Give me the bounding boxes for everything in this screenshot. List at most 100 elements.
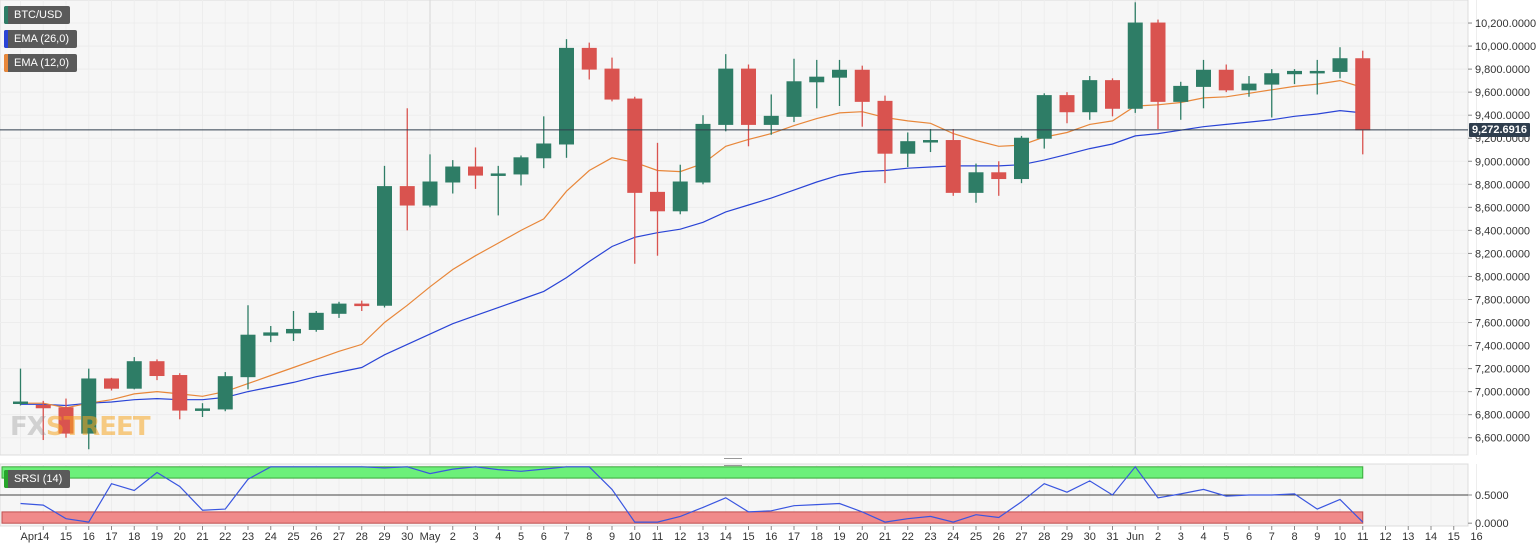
legend-srsi-swatch: [4, 470, 8, 488]
candle-body: [1150, 22, 1166, 102]
legend-ema12-tag[interactable]: EMA (12,0): [4, 54, 78, 72]
y-tick-label: 6,800.0000: [1475, 410, 1530, 422]
legend-symbol-tag[interactable]: BTC/USD: [4, 6, 71, 24]
x-tick-label: 8: [586, 531, 592, 543]
candle-body: [604, 68, 620, 100]
x-tick-label: 19: [833, 531, 845, 543]
candle-body: [1059, 95, 1075, 113]
x-tick-label: Jun: [1126, 531, 1144, 543]
x-tick-label: 3: [472, 531, 478, 543]
x-tick-label: 17: [788, 531, 800, 543]
legend-ema26-tag[interactable]: EMA (26,0): [4, 30, 78, 48]
srsi-oversold-band: [1, 511, 1364, 524]
x-tick-label: 14: [1425, 531, 1437, 543]
y-tick-label: 8,600.0000: [1475, 202, 1530, 214]
x-tick-label: 8: [1291, 531, 1297, 543]
candle-body: [399, 186, 415, 206]
y-tick-label: 9,400.0000: [1475, 110, 1530, 122]
x-tick-label: 24: [947, 531, 959, 543]
legend-symbol-label: BTC/USD: [14, 9, 63, 21]
candle-body: [104, 378, 119, 389]
legend-ema12-label: EMA (12,0): [14, 57, 70, 69]
candle-body: [559, 47, 574, 145]
legend-srsi-tag[interactable]: SRSI (14): [4, 470, 71, 488]
candle-body: [354, 303, 370, 307]
candle-body: [286, 328, 301, 334]
x-tick-label: 27: [333, 531, 345, 543]
x-tick-label: 28: [1038, 531, 1050, 543]
candle-body: [1014, 137, 1029, 180]
x-tick-label: 6: [541, 531, 547, 543]
x-tick-label: 20: [856, 531, 868, 543]
candle-body: [672, 181, 688, 212]
candle-body: [1105, 80, 1120, 109]
candle-body: [490, 173, 506, 176]
candle-body: [1196, 69, 1211, 87]
y-tick-label: 8,400.0000: [1475, 225, 1530, 237]
x-tick-label: 15: [742, 531, 754, 543]
x-tick-label: 25: [970, 531, 982, 543]
x-tick-label: 22: [902, 531, 914, 543]
candle-body: [377, 186, 392, 306]
candle-body: [263, 332, 279, 336]
x-tick-label: 4: [1200, 531, 1206, 543]
x-tick-label: 9: [609, 531, 615, 543]
watermark-part1: FX: [10, 412, 47, 442]
candle-body: [877, 100, 893, 154]
srsi-overbought-band: [1, 466, 1364, 479]
x-tick-label: 21: [879, 531, 891, 543]
x-tick-label: 10: [629, 531, 641, 543]
x-tick-label: 12: [674, 531, 686, 543]
x-tick-label: 26: [993, 531, 1005, 543]
y-tick-label: 8,800.0000: [1475, 179, 1530, 191]
y-tick-label: 7,200.0000: [1475, 364, 1530, 376]
watermark-part2: STREET: [45, 412, 151, 442]
candle-body: [126, 361, 142, 389]
y-tick-label: 7,000.0000: [1475, 387, 1530, 399]
x-tick-label: 28: [356, 531, 368, 543]
x-tick-label: 18: [811, 531, 823, 543]
candle-body: [35, 404, 51, 409]
x-tick-label: 2: [1155, 531, 1161, 543]
candle-body: [763, 115, 779, 125]
x-tick-label: 16: [83, 531, 95, 543]
x-tick-label: 15: [60, 531, 72, 543]
x-tick-label: 17: [105, 531, 117, 543]
x-tick-label: 5: [518, 531, 524, 543]
legend-ema26-swatch: [4, 30, 8, 48]
panel-resize-handle[interactable]: [724, 458, 742, 466]
x-tick-label: 21: [196, 531, 208, 543]
x-tick-label: 19: [151, 531, 163, 543]
x-tick-label: 23: [924, 531, 936, 543]
legend-ema12-swatch: [4, 54, 8, 72]
candle-body: [536, 143, 552, 159]
y-tick-label: 7,600.0000: [1475, 318, 1530, 330]
candle-body: [13, 401, 28, 405]
candle-body: [900, 141, 916, 154]
x-tick-label: 13: [697, 531, 709, 543]
candle-body: [1241, 83, 1257, 91]
x-tick-label: 13: [1402, 531, 1414, 543]
y-tick-label: 7,800.0000: [1475, 294, 1530, 306]
x-tick-label: 7: [1269, 531, 1275, 543]
candle-body: [786, 81, 802, 117]
candle-body: [308, 312, 324, 330]
x-tick-label: 11: [652, 531, 663, 543]
candle-body: [1355, 58, 1371, 131]
ema26-line: [20, 109, 1363, 407]
candle-body: [81, 378, 97, 434]
y-tick-label: 9,600.0000: [1475, 87, 1530, 99]
x-tick-label: 3: [1178, 531, 1184, 543]
x-tick-label: 14: [37, 531, 49, 543]
y-tick-label: 10,200.0000: [1475, 18, 1536, 30]
candle-body: [832, 69, 847, 78]
x-tick-label: 4: [495, 531, 501, 543]
x-tick-label: 29: [378, 531, 390, 543]
candle-body: [650, 191, 665, 212]
candle-body: [1309, 70, 1325, 74]
x-tick-label: 12: [1379, 531, 1391, 543]
candle-body: [945, 140, 961, 193]
candle-body: [422, 181, 438, 206]
candle-body: [468, 166, 483, 176]
x-tick-label: 23: [242, 531, 254, 543]
